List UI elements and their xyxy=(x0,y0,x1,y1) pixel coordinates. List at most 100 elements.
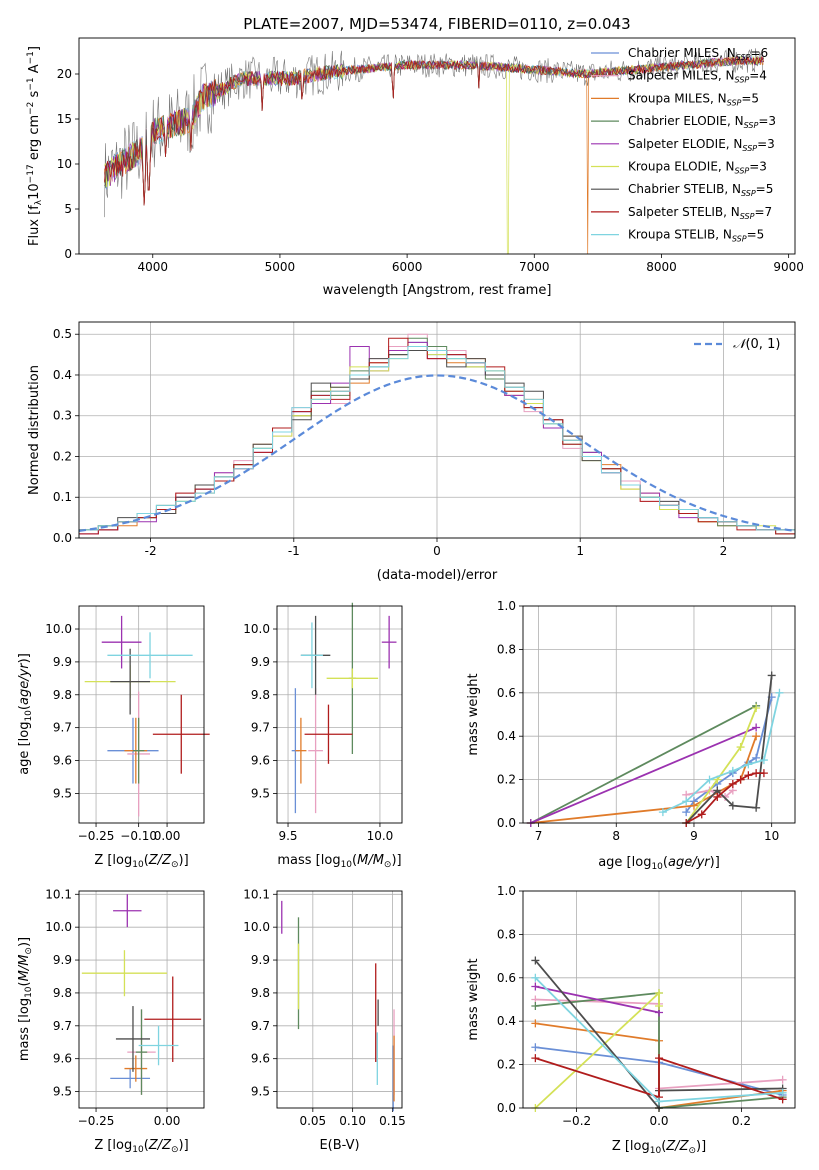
weight-series-line xyxy=(535,1056,783,1101)
weight-marker xyxy=(697,810,706,819)
z-mass-ytick-label: 9.6 xyxy=(53,1052,72,1066)
mass-age-xtick-label: 10.0 xyxy=(367,829,394,843)
weight-marker xyxy=(713,792,722,801)
z-mass-ytick-label: 10.1 xyxy=(45,887,72,901)
weight-marker xyxy=(655,988,663,997)
age-weight-xtick-label: 7 xyxy=(535,829,543,843)
residuals-xlabel: (data-model)/error xyxy=(377,568,498,583)
spectrum-xtick-label: 8000 xyxy=(646,260,677,274)
mass-age-ytick-label: 9.6 xyxy=(251,754,270,768)
legend-entry: Chabrier MILES, NSSP=6 xyxy=(628,46,768,62)
weight-marker xyxy=(775,688,784,697)
weight-marker xyxy=(531,1043,540,1052)
mass-age-ytick-label: 9.5 xyxy=(251,786,270,800)
mass-age-frame xyxy=(276,605,403,824)
weight-marker xyxy=(752,803,761,812)
ebv-mass-xtick-label: 0.05 xyxy=(299,1114,326,1128)
z-age-ytick-label: 9.6 xyxy=(53,754,72,768)
z-weight-ytick-label: 0.6 xyxy=(497,971,516,985)
weight-marker xyxy=(658,808,667,817)
z-weight-xtick-label: 0.2 xyxy=(732,1114,751,1128)
weight-marker xyxy=(778,1088,787,1097)
mass-age-ytick-label: 9.8 xyxy=(251,688,270,702)
residuals-ytick-label: 0.3 xyxy=(53,409,72,423)
legend-entry: Kroupa ELODIE, NSSP=3 xyxy=(628,160,767,176)
weight-marker xyxy=(744,760,753,769)
spectrum-xtick-label: 7000 xyxy=(519,260,550,274)
weight-series-line xyxy=(530,705,757,824)
ebv-mass-ytick-label: 9.9 xyxy=(251,953,270,967)
ebv-mass-ytick-label: 9.6 xyxy=(251,1052,270,1066)
z-age-frame xyxy=(78,605,205,824)
weight-marker xyxy=(759,756,768,765)
z-age-ytick-label: 9.8 xyxy=(53,688,72,702)
z-weight-ylabel: mass weight xyxy=(466,958,481,1040)
residuals-ytick-label: 0.4 xyxy=(53,368,72,382)
ebv-mass-ytick-label: 9.5 xyxy=(251,1085,270,1099)
age-weight-ytick-label: 0.8 xyxy=(497,642,516,656)
weight-marker xyxy=(728,801,737,810)
residuals-ytick-label: 0.5 xyxy=(53,327,72,341)
spectrum-xtick-label: 6000 xyxy=(392,260,423,274)
ebv-mass-ytick-label: 10.1 xyxy=(243,887,270,901)
weight-marker xyxy=(531,956,540,965)
z-age-ytick-label: 9.5 xyxy=(53,786,72,800)
z-weight-xlabel: Z [log10(Z/Z⊙)] xyxy=(612,1139,706,1156)
z-mass-xtick-label: −0.25 xyxy=(78,1114,115,1128)
z-age-xtick-label: −0.10 xyxy=(120,829,157,843)
spectrum-ytick-label: 10 xyxy=(57,157,72,171)
z-weight-ytick-label: 0.4 xyxy=(497,1014,516,1028)
residuals-xtick-label: 0 xyxy=(433,544,441,558)
mass-age-ytick-label: 9.7 xyxy=(251,721,270,735)
age-weight-frame xyxy=(522,605,796,824)
age-weight-xtick-label: 10 xyxy=(764,829,779,843)
residuals-ytick-label: 0.0 xyxy=(53,531,72,545)
age-weight-xtick-label: 9 xyxy=(690,829,698,843)
legend-entry: Salpeter STELIB, NSSP=7 xyxy=(628,205,772,221)
residuals-xtick-label: 1 xyxy=(576,544,584,558)
residuals-xtick-label: 2 xyxy=(720,544,728,558)
weight-marker xyxy=(778,1075,787,1084)
ebv-mass-xlabel: E(B-V) xyxy=(319,1138,359,1153)
spectrum-xtick-label: 4000 xyxy=(137,260,168,274)
ebv-mass-ytick-label: 10.0 xyxy=(243,920,270,934)
weight-marker xyxy=(736,775,745,784)
z-mass-ytick-label: 9.9 xyxy=(53,953,72,967)
weight-marker xyxy=(752,769,761,778)
z-mass-frame xyxy=(78,890,205,1109)
z-weight-ytick-label: 0.0 xyxy=(497,1101,516,1115)
legend-entry: Chabrier STELIB, NSSP=5 xyxy=(628,182,773,198)
spectrum-xtick-label: 9000 xyxy=(773,260,804,274)
residuals-frame xyxy=(78,321,796,539)
mass-age-ytick-label: 10.0 xyxy=(243,622,270,636)
age-weight-ylabel: mass weight xyxy=(466,673,481,755)
z-age-xlabel: Z [log10(Z/Z⊙)] xyxy=(94,853,188,870)
spectrum-xtick-label: 5000 xyxy=(265,260,296,274)
z-age-xtick-label: −0.25 xyxy=(78,829,115,843)
z-age-ytick-label: 10.0 xyxy=(45,622,72,636)
z-weight-xtick-label: −0.2 xyxy=(562,1114,591,1128)
spectrum-ytick-label: 0 xyxy=(64,247,72,261)
age-weight-ytick-label: 1.0 xyxy=(497,599,516,613)
weight-marker xyxy=(752,703,761,712)
z-mass-xtick-label: 0.00 xyxy=(154,1114,181,1128)
weight-marker xyxy=(682,797,691,806)
weight-marker xyxy=(655,1097,663,1106)
spectrum-ytick-label: 20 xyxy=(57,67,72,81)
age-weight-ytick-label: 0.4 xyxy=(497,729,516,743)
spectrum-xlabel: wavelength [Angstrom, rest frame] xyxy=(323,283,552,298)
spectrum-frame xyxy=(78,37,796,255)
weight-marker xyxy=(752,732,761,741)
figure-title: PLATE=2007, MJD=53474, FIBERID=0110, z=0… xyxy=(243,15,630,33)
weight-marker xyxy=(531,982,540,991)
weight-marker xyxy=(531,1019,540,1028)
legend-entry: 𝒩(0, 1) xyxy=(733,337,780,352)
z-age-xtick-label: 0.00 xyxy=(154,829,181,843)
ebv-mass-xtick-label: 0.10 xyxy=(339,1114,366,1128)
z-weight-ytick-label: 1.0 xyxy=(497,884,516,898)
spectrum-ylabel: Flux [fλ10−17 erg cm−2 s−1 A−1] xyxy=(26,46,44,246)
z-weight-ytick-label: 0.2 xyxy=(497,1058,516,1072)
age-weight-ytick-label: 0.6 xyxy=(497,686,516,700)
weight-marker xyxy=(728,766,737,775)
residuals-ylabel: Normed distribution xyxy=(27,365,42,495)
